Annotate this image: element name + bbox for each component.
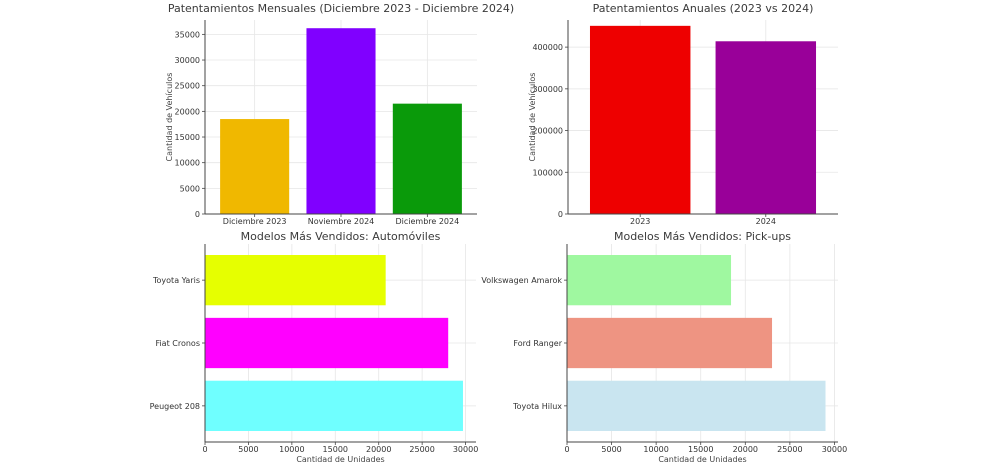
x-tick-label: 30000 — [822, 445, 847, 454]
chart-annual: Patentamientos Anuales (2023 vs 2024) 0 10… — [528, 2, 838, 226]
x-tick-label: 20000 — [733, 445, 758, 454]
x-tick-label: Diciembre 2024 — [395, 217, 459, 226]
y-tick-label: Peugeot 208 — [150, 402, 200, 411]
chart-title: Patentamientos Anuales (2023 vs 2024) — [593, 2, 814, 15]
chart-title: Modelos Más Vendidos: Pick-ups — [614, 230, 791, 243]
chart-title: Patentamientos Mensuales (Diciembre 2023… — [168, 2, 514, 15]
bar-2024 — [715, 41, 817, 214]
x-tick-label: 2024 — [756, 217, 776, 226]
y-axis-label: Cantidad de Vehículos — [165, 73, 174, 162]
x-tick-label: Noviembre 2024 — [308, 217, 375, 226]
y-tick-label: 10000 — [175, 159, 200, 168]
bar-diciembre-2024 — [392, 103, 462, 214]
y-tick-label: 15000 — [175, 133, 200, 142]
y-tick-label: 30000 — [175, 56, 200, 65]
chart-title: Modelos Más Vendidos: Automóviles — [241, 230, 441, 243]
bar-toyota-hilux — [567, 380, 826, 431]
bar-ford-ranger — [567, 317, 773, 369]
chart-cars: Modelos Más Vendidos: Automóviles Peugeot… — [150, 230, 479, 464]
y-tick-label: 35000 — [175, 30, 200, 39]
y-tick-label: Toyota Hilux — [512, 402, 562, 411]
x-tick-label: 2023 — [630, 217, 650, 226]
y-tick-label: 300000 — [532, 85, 563, 94]
bar-2023 — [589, 25, 691, 214]
chart-pickups: Modelos Más Vendidos: Pick-ups Toyota Hil… — [481, 230, 847, 464]
y-tick-label: Volkswagen Amarok — [481, 276, 562, 285]
x-tick-label: 25000 — [409, 445, 434, 454]
y-tick-label: 25000 — [175, 82, 200, 91]
x-tick-label: 0 — [202, 445, 207, 454]
x-tick-label: 0 — [564, 445, 569, 454]
x-tick-label: 15000 — [323, 445, 348, 454]
y-tick-label: Fiat Cronos — [155, 339, 200, 348]
y-tick-label: 0 — [558, 210, 563, 219]
x-tick-label: 30000 — [453, 445, 478, 454]
bar-diciembre-2023 — [220, 119, 290, 214]
y-tick-label: 100000 — [532, 168, 563, 177]
x-axis-label: Cantidad de Unidades — [296, 455, 384, 464]
x-axis-label: Cantidad de Unidades — [658, 455, 746, 464]
x-tick-label: Diciembre 2023 — [223, 217, 287, 226]
y-tick-label: 200000 — [532, 127, 563, 136]
bar-volkswagen-amarok — [567, 255, 732, 306]
y-tick-label: 0 — [195, 210, 200, 219]
y-tick-label: 5000 — [180, 184, 200, 193]
x-tick-label: 25000 — [777, 445, 802, 454]
bar-toyota-yaris — [205, 255, 386, 306]
y-tick-label: Toyota Yaris — [152, 276, 200, 285]
x-tick-label: 5000 — [238, 445, 258, 454]
y-tick-label: 400000 — [532, 43, 563, 52]
x-tick-label: 20000 — [366, 445, 391, 454]
bar-peugeot-208 — [205, 380, 463, 431]
x-tick-label: 15000 — [688, 445, 713, 454]
bar-noviembre-2024 — [306, 28, 376, 214]
x-tick-label: 10000 — [643, 445, 668, 454]
y-tick-label: 20000 — [175, 107, 200, 116]
y-axis-label: Cantidad de Vehículos — [528, 73, 537, 162]
x-tick-label: 5000 — [601, 445, 621, 454]
chart-monthly: Patentamientos Mensuales (Diciembre 2023… — [165, 2, 514, 226]
y-tick-label: Ford Ranger — [513, 339, 562, 348]
x-tick-label: 10000 — [279, 445, 304, 454]
bar-fiat-cronos — [205, 317, 449, 369]
